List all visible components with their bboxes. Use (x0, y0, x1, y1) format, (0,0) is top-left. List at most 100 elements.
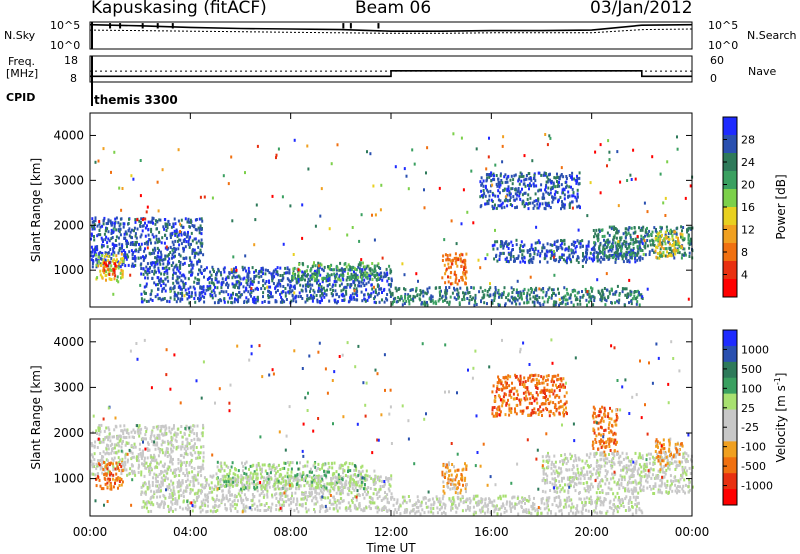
heat-cell (688, 246, 691, 250)
heat-cell (514, 192, 517, 196)
heat-cell (453, 272, 456, 276)
heat-cell (390, 492, 393, 496)
heat-cell (351, 292, 354, 296)
heat-cell (319, 495, 322, 499)
heat-cell (544, 133, 547, 136)
heat-cell (291, 475, 294, 479)
heat-cell (355, 507, 358, 511)
heat-cell (304, 287, 307, 291)
heat-cell (180, 279, 183, 283)
heat-cell (415, 272, 418, 276)
heat-cell (351, 486, 354, 490)
heat-cell (633, 241, 636, 244)
heat-cell (553, 184, 556, 188)
heat-cell (201, 244, 203, 248)
heat-cell (622, 242, 625, 246)
heat-cell (241, 265, 244, 269)
heat-cell (628, 250, 631, 254)
heat-cell (175, 263, 178, 267)
heat-cell (412, 297, 414, 301)
heat-cell (146, 449, 149, 452)
heat-cell (680, 235, 682, 239)
heat-cell (644, 253, 647, 257)
heat-cell (360, 276, 363, 279)
heat-cell (349, 294, 352, 298)
heat-cell (115, 254, 118, 258)
heat-cell (169, 245, 172, 249)
heat-cell (200, 228, 203, 232)
heat-cell (364, 270, 367, 274)
heat-cell (448, 302, 451, 306)
heat-cell (677, 248, 680, 252)
heat-cell (444, 272, 447, 276)
heat-cell (167, 442, 170, 446)
heat-cell (357, 265, 360, 269)
heat-cell (668, 238, 671, 241)
heat-cell (578, 241, 581, 245)
heat-cell (137, 256, 140, 260)
heat-cell (317, 289, 320, 293)
heat-cell (403, 287, 405, 291)
heat-cell (185, 489, 188, 493)
heat-cell (465, 276, 468, 280)
heat-cell (155, 283, 157, 287)
heat-cell (376, 277, 379, 281)
heat-cell (655, 235, 658, 239)
heat-cell (106, 465, 109, 469)
heat-cell (286, 482, 289, 486)
heat-cell (520, 292, 523, 296)
heat-cell (564, 294, 567, 298)
heat-cell (113, 446, 116, 450)
heat-cell (103, 268, 106, 272)
heat-cell (123, 232, 126, 236)
heat-cell (189, 425, 192, 429)
heat-cell (194, 251, 197, 255)
heat-cell (380, 275, 382, 279)
nsearch-label: N.Search (747, 29, 797, 42)
heat-cell (502, 290, 505, 294)
heat-cell (168, 429, 171, 433)
heat-cell (200, 483, 203, 487)
heat-cell (568, 254, 571, 258)
heat-cell (284, 287, 287, 290)
heat-cell (445, 286, 447, 290)
heat-cell (395, 300, 398, 304)
heat-cell (596, 252, 599, 256)
heat-cell (438, 286, 441, 290)
heat-cell (313, 272, 316, 276)
heat-cell (101, 252, 104, 255)
heat-cell (522, 289, 525, 293)
heat-cell (290, 278, 293, 282)
heat-cell (549, 243, 552, 247)
heat-cell (384, 274, 387, 278)
heat-cell (95, 265, 98, 269)
heat-cell (537, 189, 540, 193)
heat-cell (139, 194, 142, 198)
heat-cell (161, 470, 164, 474)
heat-cell (347, 481, 350, 485)
heat-cell (188, 237, 191, 241)
heat-cell (162, 474, 165, 478)
nsky-panel (89, 21, 693, 50)
heat-cell (346, 276, 349, 279)
heat-cell (608, 255, 611, 259)
heat-cell (228, 271, 231, 275)
heat-cell (161, 258, 164, 262)
heat-cell (388, 489, 391, 493)
heat-cell (302, 284, 305, 288)
heat-cell (681, 236, 684, 239)
heat-cell (568, 174, 571, 177)
heat-cell (312, 288, 315, 292)
heat-cell (181, 435, 184, 439)
heat-cell (525, 177, 528, 181)
heat-cell (305, 269, 308, 273)
heat-cell (119, 435, 122, 439)
heat-cell (242, 285, 245, 289)
heat-cell (443, 263, 446, 267)
heat-cell (150, 439, 153, 443)
heat-cell (147, 442, 150, 446)
heat-cell (109, 277, 112, 281)
heat-cell (543, 300, 546, 304)
heat-cell (576, 179, 579, 183)
heat-cell (323, 291, 326, 295)
